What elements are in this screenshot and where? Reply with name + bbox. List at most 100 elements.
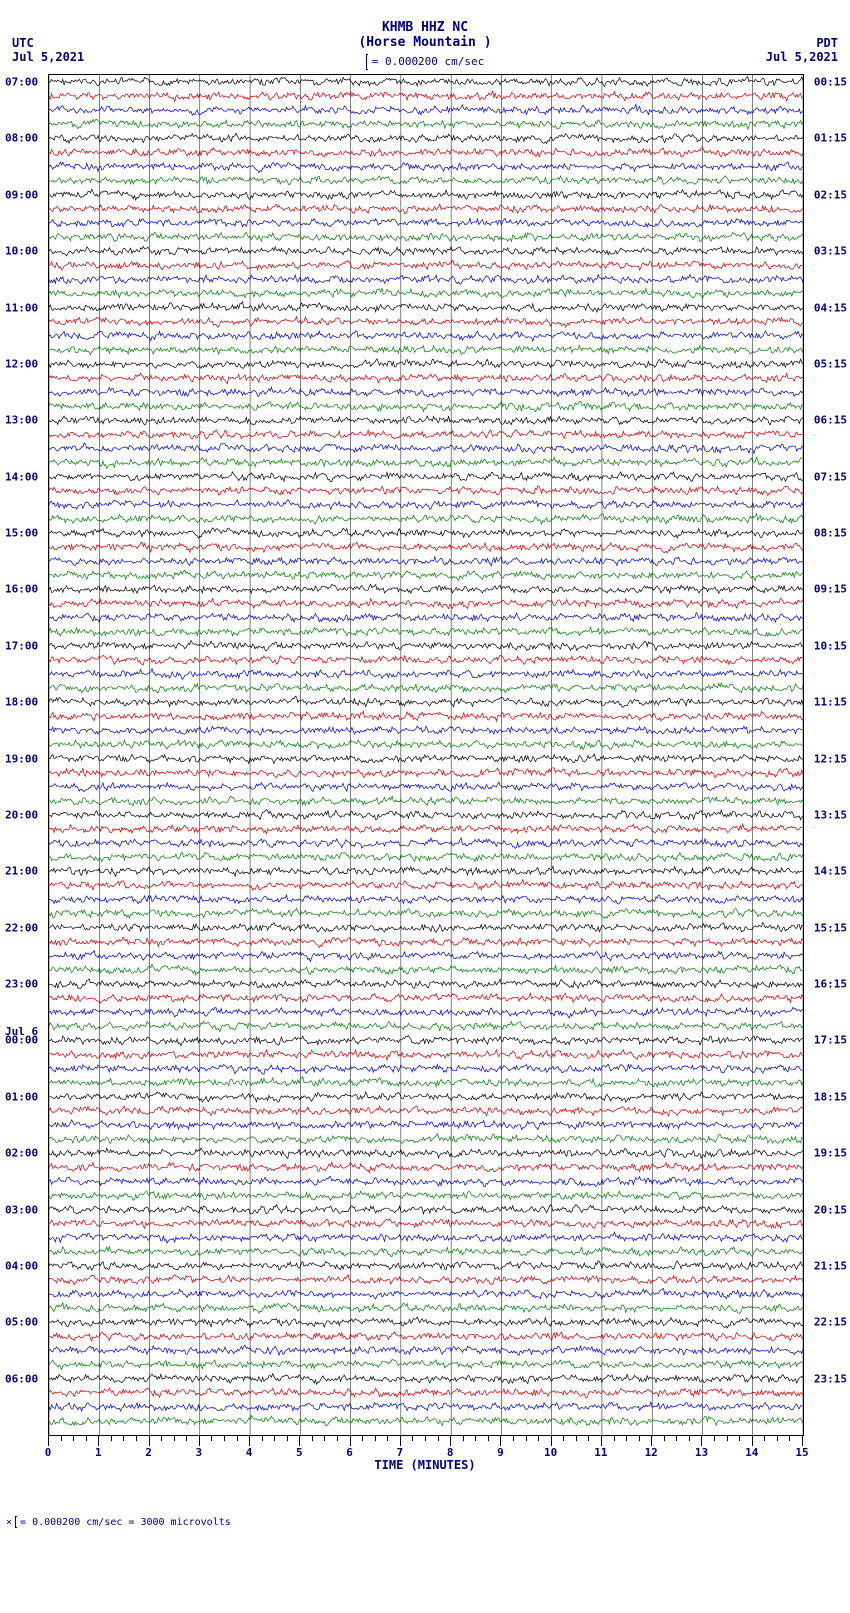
- trace-line: [49, 1219, 803, 1228]
- utc-hour-label: 01:00: [5, 1090, 38, 1103]
- x-tick-minor: [714, 1436, 715, 1441]
- trace-line: [49, 1374, 803, 1385]
- trace-line: [49, 964, 803, 975]
- trace-line: [49, 486, 803, 496]
- x-tick-minor: [488, 1436, 489, 1441]
- station-location: (Horse Mountain ): [0, 35, 850, 50]
- pdt-hour-label: 18:15: [814, 1090, 847, 1103]
- x-tick-label: 6: [346, 1446, 353, 1459]
- date-break-label: Jul 6: [5, 1025, 38, 1038]
- x-tick-minor: [739, 1436, 740, 1441]
- utc-hour-label: 22:00: [5, 921, 38, 934]
- seismogram-svg: [49, 75, 803, 1435]
- pdt-hour-label: 23:15: [814, 1372, 847, 1385]
- x-tick-minor: [86, 1436, 87, 1441]
- utc-hour-label: 13:00: [5, 414, 38, 427]
- trace-line: [49, 782, 803, 792]
- scale-indicator: = 0.000200 cm/sec: [0, 50, 850, 74]
- x-tick-label: 7: [397, 1446, 404, 1459]
- right-date: Jul 5,2021: [766, 50, 838, 64]
- utc-hour-label: 10:00: [5, 245, 38, 258]
- utc-hour-label: 16:00: [5, 583, 38, 596]
- x-tick-major: [249, 1436, 250, 1446]
- x-tick-label: 2: [145, 1446, 152, 1459]
- pdt-hour-label: 05:15: [814, 357, 847, 370]
- x-tick-major: [48, 1436, 49, 1446]
- x-tick-minor: [576, 1436, 577, 1441]
- x-tick-minor: [362, 1436, 363, 1441]
- trace-line: [49, 1416, 803, 1426]
- trace-line: [49, 1232, 803, 1243]
- right-tz-block: PDT Jul 5,2021: [766, 36, 838, 64]
- trace-line: [49, 937, 803, 947]
- pdt-hour-label: 10:15: [814, 639, 847, 652]
- trace-line: [49, 514, 803, 525]
- utc-hour-label: 06:00: [5, 1372, 38, 1385]
- left-tz: UTC: [12, 36, 84, 50]
- x-tick-minor: [274, 1436, 275, 1441]
- trace-line: [49, 77, 803, 87]
- x-tick-minor: [475, 1436, 476, 1441]
- trace-line: [49, 570, 803, 581]
- pdt-hour-label: 12:15: [814, 752, 847, 765]
- trace-line: [49, 740, 803, 750]
- x-tick-minor: [61, 1436, 62, 1441]
- trace-line: [49, 726, 803, 735]
- x-tick-minor: [136, 1436, 137, 1441]
- trace-line: [49, 1134, 803, 1144]
- x-tick-major: [802, 1436, 803, 1446]
- x-tick-minor: [727, 1436, 728, 1441]
- trace-line: [49, 810, 803, 820]
- trace-line: [49, 598, 803, 608]
- x-tick-minor: [73, 1436, 74, 1441]
- trace-line: [49, 91, 803, 101]
- x-tick-minor: [337, 1436, 338, 1441]
- trace-line: [49, 613, 803, 623]
- x-tick-minor: [777, 1436, 778, 1441]
- utc-hour-label: 14:00: [5, 470, 38, 483]
- x-tick-minor: [526, 1436, 527, 1441]
- x-tick-major: [450, 1436, 451, 1446]
- footer-scale: ×= 0.000200 cm/sec = 3000 microvolts: [0, 1486, 850, 1538]
- trace-line: [49, 373, 803, 383]
- trace-line: [49, 528, 803, 538]
- x-tick-minor: [463, 1436, 464, 1441]
- trace-line: [49, 1007, 803, 1018]
- trace-line: [49, 711, 803, 721]
- utc-hour-label: 15:00: [5, 527, 38, 540]
- trace-line: [49, 443, 803, 454]
- utc-hour-label: 20:00: [5, 808, 38, 821]
- x-tick-minor: [324, 1436, 325, 1441]
- utc-hour-label: 23:00: [5, 978, 38, 991]
- x-tick-label: 10: [544, 1446, 557, 1459]
- trace-line: [49, 232, 803, 241]
- trace-line: [49, 218, 803, 227]
- pdt-hour-label: 15:15: [814, 921, 847, 934]
- x-tick-major: [701, 1436, 702, 1446]
- trace-line: [49, 1359, 803, 1369]
- x-tick-major: [500, 1436, 501, 1446]
- trace-line: [49, 1303, 803, 1314]
- x-tick-major: [601, 1436, 602, 1446]
- utc-hour-label: 21:00: [5, 865, 38, 878]
- trace-line: [49, 866, 803, 876]
- trace-line: [49, 1050, 803, 1060]
- trace-line: [49, 500, 803, 510]
- trace-line: [49, 472, 803, 482]
- left-date: Jul 5,2021: [12, 50, 84, 64]
- x-tick-minor: [224, 1436, 225, 1441]
- trace-line: [49, 768, 803, 778]
- trace-line: [49, 1288, 803, 1299]
- trace-line: [49, 696, 803, 707]
- trace-line: [49, 542, 803, 553]
- x-tick-label: 13: [695, 1446, 708, 1459]
- trace-line: [49, 274, 803, 284]
- x-tick-minor: [438, 1436, 439, 1441]
- trace-line: [49, 1275, 803, 1285]
- x-tick-label: 1: [95, 1446, 102, 1459]
- pdt-hour-label: 07:15: [814, 470, 847, 483]
- seismogram-plot: 07:0000:1508:0001:1509:0002:1510:0003:15…: [48, 74, 804, 1436]
- trace-line: [49, 204, 803, 213]
- trace-line: [49, 993, 803, 1003]
- pdt-hour-label: 17:15: [814, 1034, 847, 1047]
